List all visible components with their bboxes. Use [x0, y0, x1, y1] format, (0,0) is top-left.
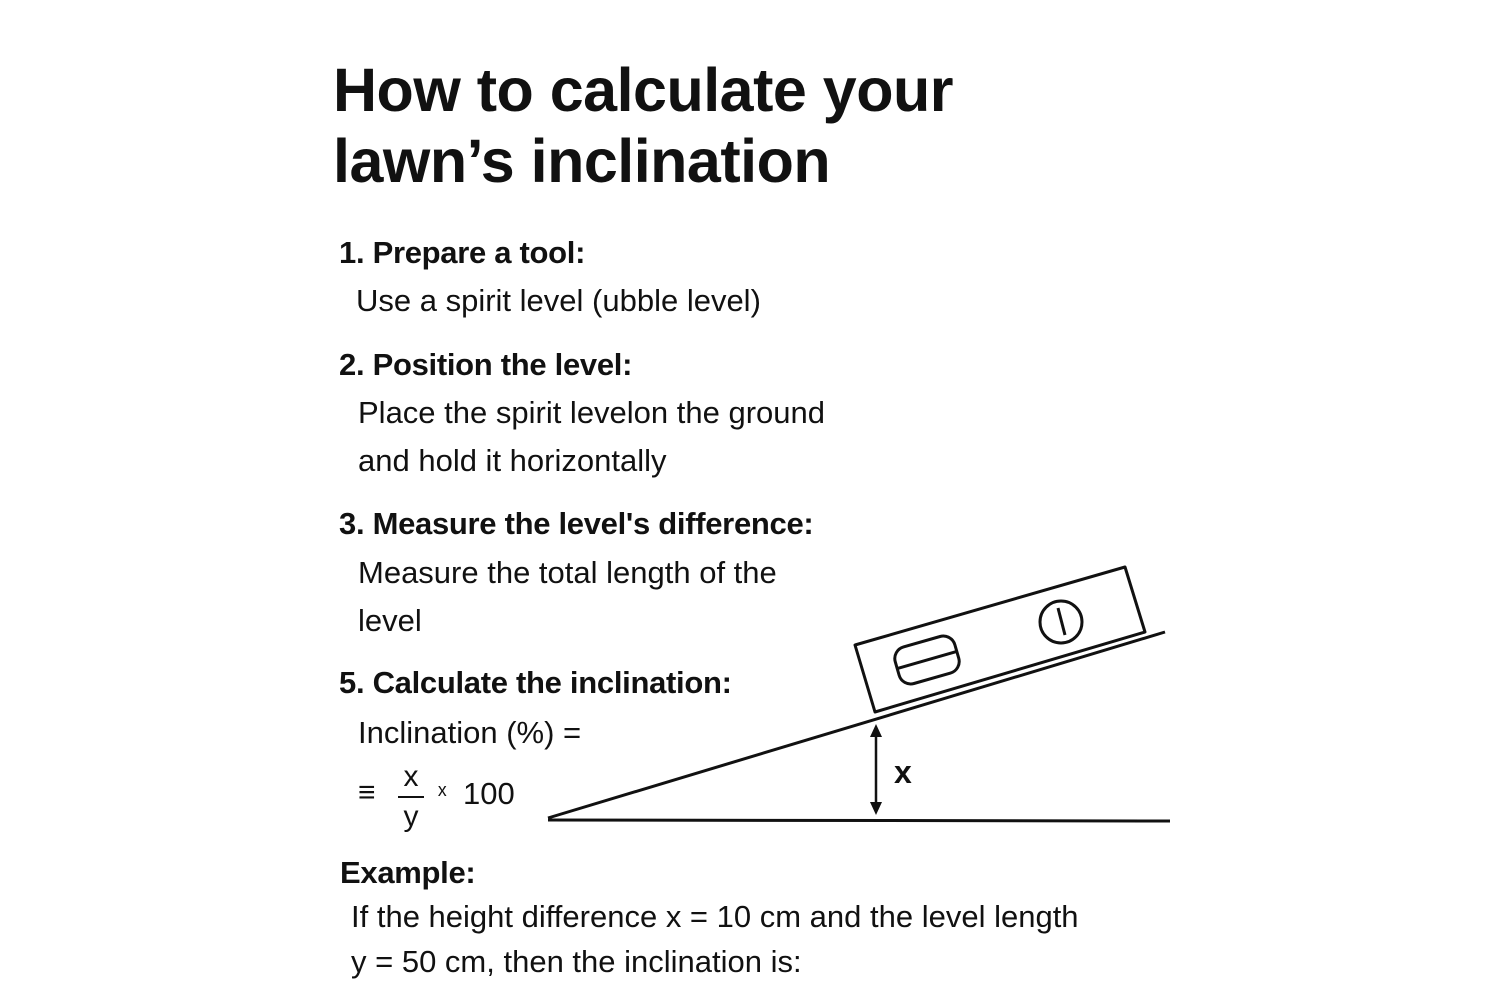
step-3-body-2: level	[358, 603, 422, 638]
step-5-heading: 5. Calculate the inclination:	[339, 665, 732, 700]
formula-numerator: x	[403, 760, 419, 793]
step-3-body-1: Measure the total length of the	[358, 555, 777, 590]
step-5-body: Inclination (%) =	[358, 715, 582, 750]
example-body-1: If the height difference x = 10 cm and t…	[351, 899, 1079, 934]
slope-line	[547, 630, 1166, 820]
formula-factor: 100	[463, 776, 515, 811]
page-title-line-2: lawn’s inclination	[333, 127, 831, 195]
fraction-bar	[398, 796, 424, 798]
spirit-level-icon	[853, 565, 1147, 714]
formula-times: ˣ	[438, 778, 447, 808]
formula-fraction: x y	[398, 760, 424, 834]
example-body-2: y = 50 cm, then the inclination is:	[351, 944, 802, 979]
round-vial-icon	[1038, 599, 1084, 645]
height-label: x	[894, 754, 912, 790]
ground-line	[547, 818, 1171, 823]
step-3-heading: 3. Measure the level's difference:	[339, 506, 814, 541]
bubble-vial-icon	[893, 634, 961, 686]
page-title-line-1: How to calculate your	[333, 56, 953, 124]
formula-prefix: ≡	[358, 776, 376, 809]
step-1-heading: 1. Prepare a tool:	[339, 235, 586, 270]
step-2-heading: 2. Position the level:	[339, 347, 633, 382]
example-heading: Example:	[340, 855, 476, 890]
step-1-body: Use a spirit level (ubble level)	[356, 283, 761, 318]
step-2-body-1: Place the spirit levelon the ground	[358, 395, 826, 430]
double-arrow-icon	[870, 724, 882, 815]
step-2-body-2: and hold it horizontally	[358, 443, 667, 478]
formula-denominator: y	[403, 800, 419, 833]
